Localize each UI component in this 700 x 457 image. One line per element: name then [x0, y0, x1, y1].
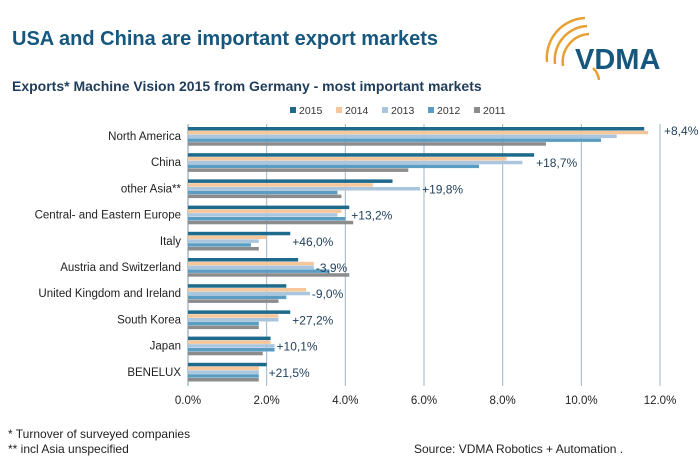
footnote-turnover: * Turnover of surveyed companies	[8, 427, 191, 441]
bar-2011	[188, 142, 546, 146]
bar-2011	[188, 273, 350, 277]
category-label: Austria and Switzerland	[60, 262, 181, 274]
growth-label: +13,2%	[351, 209, 392, 223]
bar-2015	[188, 179, 393, 183]
x-tick-label: 0.0%	[175, 395, 201, 407]
x-tick-label: 8.0%	[490, 395, 516, 407]
growth-label: -3,9%	[316, 261, 348, 275]
bar-2011	[188, 168, 409, 172]
legend-swatch	[290, 107, 296, 113]
legend-label: 2015	[299, 105, 323, 117]
legend-label: 2012	[437, 105, 461, 117]
bar-2011	[188, 325, 259, 330]
footnote-asia: ** incl Asia unspecified	[8, 442, 129, 456]
bar-2015	[188, 310, 291, 314]
bar-2012	[188, 138, 601, 142]
bar-2015	[188, 205, 350, 210]
bar-2013	[188, 344, 275, 348]
legend-label: 2011	[483, 105, 506, 117]
chart-subtitle: Exports* Machine Vision 2015 from German…	[12, 78, 482, 94]
category-label: Italy	[160, 236, 181, 248]
legend-swatch	[382, 107, 388, 113]
bar-2014	[188, 340, 271, 344]
growth-label: +19,8%	[422, 182, 463, 196]
bar-2015	[188, 362, 267, 367]
growth-label: +10,1%	[277, 340, 318, 354]
bar-2015	[188, 231, 291, 236]
bar-2014	[188, 235, 267, 240]
bar-2015	[188, 153, 535, 157]
bar-2011	[188, 247, 259, 251]
growth-label: +8,4%	[664, 124, 699, 138]
bar-2013	[188, 134, 617, 139]
bar-2011	[188, 378, 259, 382]
svg-text:VDMA: VDMA	[575, 44, 660, 76]
bar-2011	[188, 351, 263, 356]
bar-2012	[188, 374, 259, 378]
legend-swatch	[428, 107, 434, 113]
bar-2012	[188, 164, 480, 169]
bar-2014	[188, 261, 314, 266]
category-label: BENELUX	[127, 367, 181, 379]
bar-2013	[188, 213, 338, 217]
bar-2014	[188, 288, 306, 292]
legend-label: 2014	[345, 105, 369, 117]
bar-2012	[188, 321, 259, 326]
vdma-logo: VDMA	[545, 16, 660, 80]
bar-2013	[188, 265, 314, 270]
legend-swatch	[336, 107, 342, 113]
bar-2012	[188, 217, 346, 221]
growth-label: -9,0%	[312, 287, 344, 301]
category-label: United Kingdom and Ireland	[38, 288, 181, 300]
bar-2011	[188, 299, 279, 303]
x-tick-label: 4.0%	[332, 395, 358, 407]
x-tick-label: 2.0%	[254, 395, 280, 407]
bar-2013	[188, 370, 259, 374]
bar-2014	[188, 314, 279, 318]
legend-swatch	[474, 107, 480, 113]
bar-2014	[188, 183, 373, 187]
bar-2013	[188, 291, 310, 296]
category-label: Central- and Eastern Europe	[35, 210, 181, 222]
x-tick-label: 10.0%	[565, 395, 598, 407]
bar-2015	[188, 336, 271, 341]
bar-2013	[188, 318, 279, 322]
bar-2015	[188, 127, 645, 131]
category-label: China	[151, 157, 182, 169]
category-label: North America	[108, 131, 181, 143]
growth-label: +46,0%	[292, 235, 333, 249]
bar-2013	[188, 160, 523, 165]
category-label: South Korea	[117, 314, 182, 326]
bar-2013	[188, 239, 259, 243]
x-tick-label: 6.0%	[411, 395, 437, 407]
growth-label: +21,5%	[269, 366, 310, 380]
bar-2011	[188, 220, 354, 225]
bar-2014	[188, 209, 342, 213]
bar-2015	[188, 284, 287, 288]
bar-2011	[188, 194, 342, 199]
page-title: USA and China are important export marke…	[12, 28, 439, 50]
bar-2012	[188, 190, 338, 195]
bar-2014	[188, 130, 649, 135]
bar-2013	[188, 187, 421, 191]
bar-2012	[188, 348, 275, 352]
bar-2012	[188, 295, 287, 300]
x-tick-label: 12.0%	[644, 395, 677, 407]
category-label: Japan	[150, 341, 181, 353]
legend-label: 2013	[391, 105, 415, 117]
source-note: Source: VDMA Robotics + Automation .	[414, 442, 624, 456]
bar-2014	[188, 366, 259, 371]
growth-label: +18,7%	[536, 156, 577, 170]
bar-2015	[188, 258, 299, 262]
bar-2014	[188, 157, 507, 161]
bar-2012	[188, 269, 330, 273]
bar-2012	[188, 243, 251, 247]
category-label: other Asia**	[121, 183, 182, 195]
growth-label: +27,2%	[292, 313, 333, 327]
